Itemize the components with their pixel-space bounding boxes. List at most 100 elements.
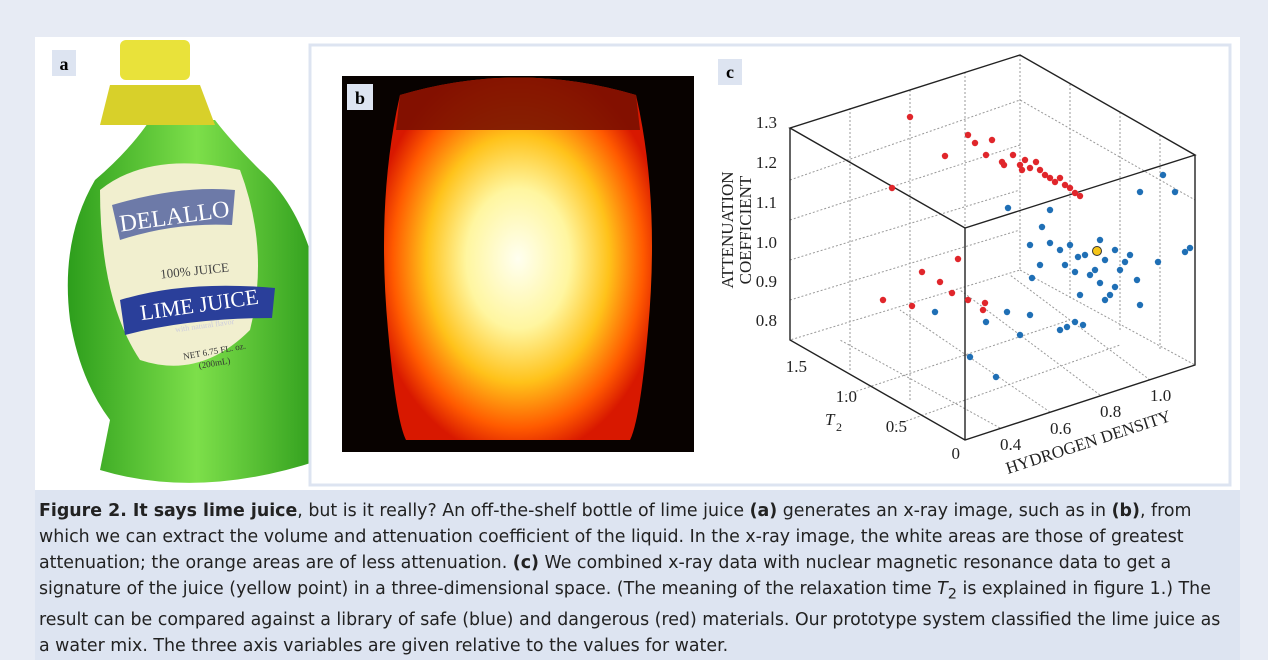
xray-liquid [384,78,652,441]
safe-point [1117,267,1123,273]
safe-point [983,319,989,325]
dangerous-point [1077,193,1083,199]
safe-point [1017,332,1023,338]
safe-point [1112,284,1118,290]
x-tick-label: 0.6 [1050,419,1071,438]
safe-point [1005,205,1011,211]
safe-point [1127,252,1133,258]
dangerous-point [965,297,971,303]
dangerous-point [937,279,943,285]
dangerous-point [1047,175,1053,181]
safe-point [1077,292,1083,298]
dangerous-point [919,269,925,275]
dangerous-point [955,256,961,262]
dangerous-point [972,140,978,146]
safe-point [1064,324,1070,330]
t2-tick-label: 1.5 [786,357,807,376]
caption-symbol: T [937,579,948,599]
panel-label: c [726,62,734,82]
dangerous-point [907,114,913,120]
safe-point [1037,262,1043,268]
juice-point [1093,247,1102,256]
panel-label: a [60,54,69,74]
caption-ref: (b) [1112,501,1140,521]
dangerous-point [1057,175,1063,181]
safe-point [1187,245,1193,251]
caption: Figure 2. It says lime juice, but is it … [35,490,1240,660]
safe-point [1072,269,1078,275]
safe-point [1027,312,1033,318]
dangerous-point [909,303,915,309]
z-tick-label: 1.0 [756,233,777,252]
dangerous-point [949,290,955,296]
safe-point [1092,267,1098,273]
safe-point [1039,224,1045,230]
safe-point [1160,172,1166,178]
safe-point [932,309,938,315]
panel-label: b [355,88,365,108]
x-tick-label: 1.0 [1150,386,1171,405]
dangerous-point [889,185,895,191]
safe-point [1182,249,1188,255]
caption-ref: (a) [750,501,778,521]
safe-point [1102,297,1108,303]
safe-point [1122,259,1128,265]
safe-point [1057,327,1063,333]
safe-point [1097,280,1103,286]
safe-point [1075,254,1081,260]
t2-axis-subscript: 2 [836,420,842,434]
safe-point [1047,207,1053,213]
dangerous-point [965,132,971,138]
safe-point [1097,237,1103,243]
dangerous-point [1001,162,1007,168]
safe-point [993,374,999,380]
t2-tick-label: 0 [952,444,961,463]
safe-point [1102,257,1108,263]
x-tick-label: 0.8 [1100,402,1121,421]
safe-point [1112,247,1118,253]
dangerous-point [1037,167,1043,173]
dangerous-point [982,300,988,306]
safe-point [1057,247,1063,253]
safe-point [967,354,973,360]
safe-point [1029,275,1035,281]
safe-point [1067,242,1073,248]
safe-point [1107,292,1113,298]
z-axis-title: COEFFICIENT [736,175,755,284]
dangerous-point [942,153,948,159]
z-axis-title: ATTENUATION [718,171,737,288]
t2-tick-label: 1.0 [836,387,857,406]
safe-point [1172,189,1178,195]
z-tick-label: 1.1 [756,193,777,212]
dangerous-point [1052,179,1058,185]
safe-point [1072,319,1078,325]
z-tick-label: 1.2 [756,153,777,172]
dangerous-point [989,137,995,143]
caption-run: generates an x-ray image, such as in [777,501,1111,521]
dangerous-point [1019,167,1025,173]
dangerous-point [1067,185,1073,191]
safe-point [1004,309,1010,315]
caption-run: , but is it really? An off-the-shelf bot… [297,501,749,521]
caption-lead: Figure 2. It says lime juice [39,501,297,521]
t2-axis-title: T [825,410,836,429]
safe-point [1027,242,1033,248]
caption-ref: (c) [513,553,539,573]
dangerous-point [983,152,989,158]
z-tick-label: 0.9 [756,272,777,291]
safe-point [1134,277,1140,283]
safe-point [1062,262,1068,268]
figure-art: DELALLO 100% JUICE LIME JUICE with natur… [0,0,1268,490]
dangerous-point [980,307,986,313]
dangerous-point [1022,157,1028,163]
dangerous-point [1027,165,1033,171]
bottle: DELALLO 100% JUICE LIME JUICE with natur… [68,40,326,483]
page: { "panel_a": {"label": "a", "brand": "DE… [0,0,1268,649]
caption-subscript: 2 [948,586,957,602]
safe-point [1137,189,1143,195]
safe-point [1087,272,1093,278]
dangerous-point [1010,152,1016,158]
dangerous-point [1033,159,1039,165]
t2-tick-label: 0.5 [886,417,907,436]
z-tick-label: 1.3 [756,113,777,132]
